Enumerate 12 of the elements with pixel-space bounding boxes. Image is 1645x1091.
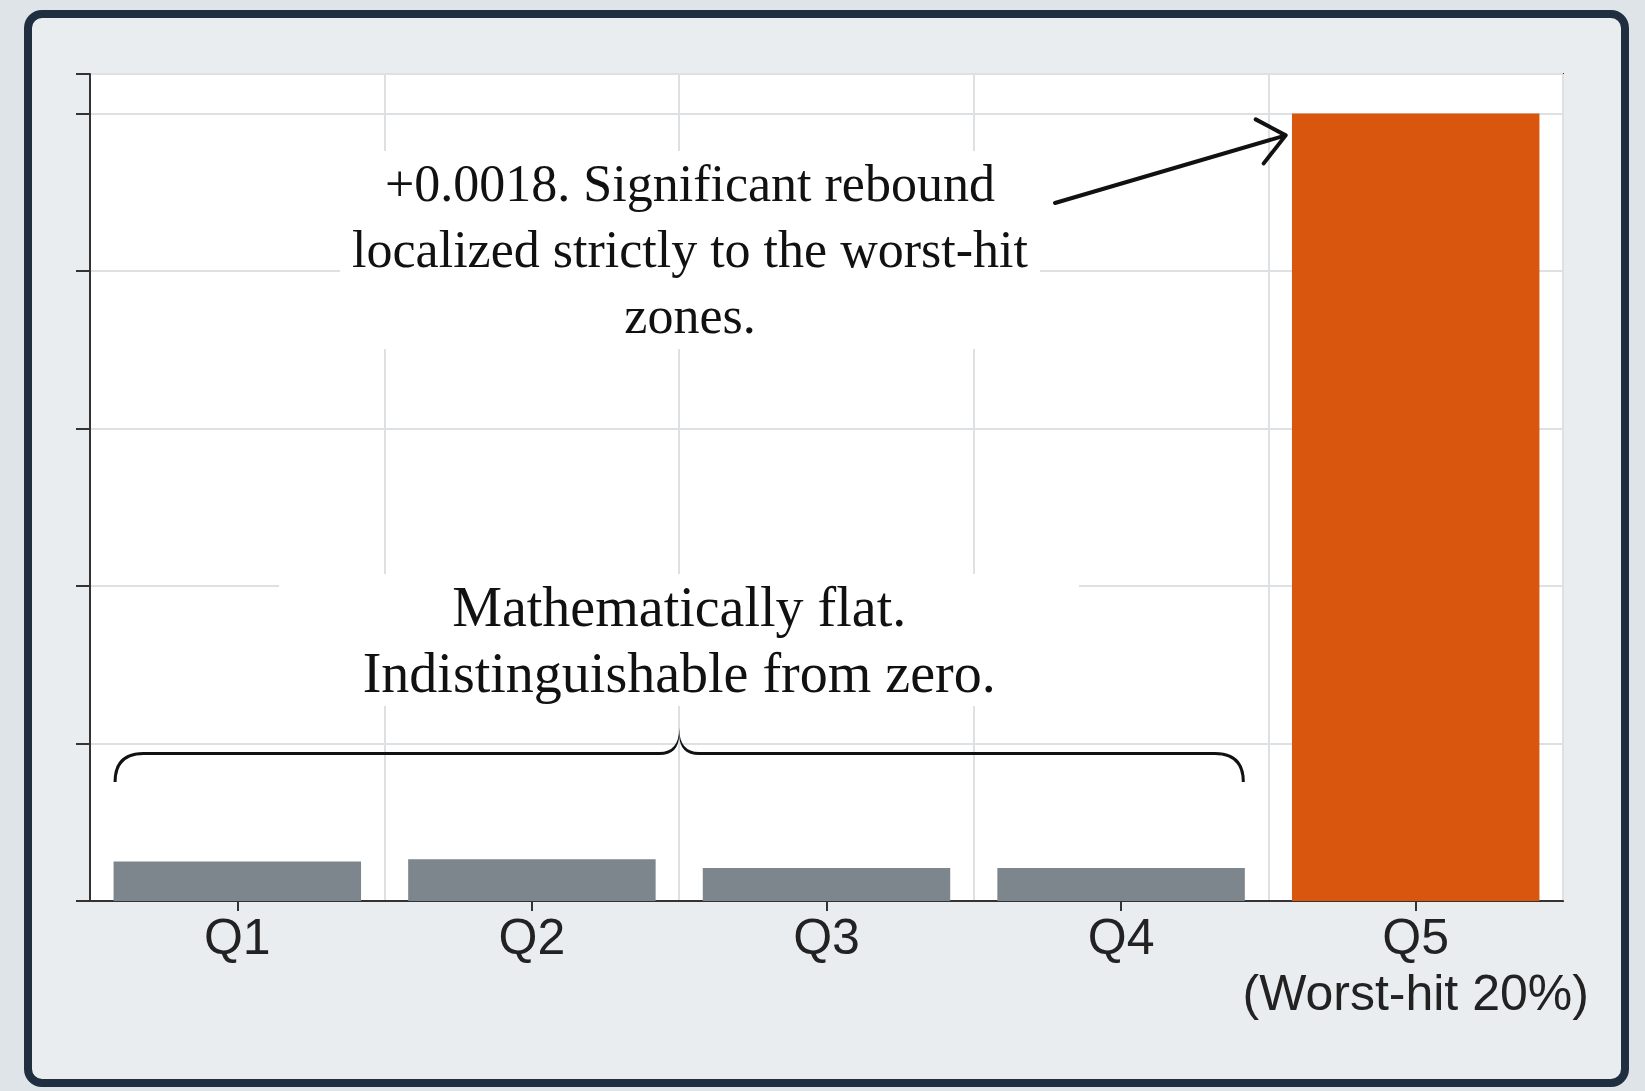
- x-tick-label: Q3: [793, 909, 860, 965]
- bar: [702, 867, 951, 901]
- x-tick-label: Q5 (Worst-hit 20%): [1242, 909, 1589, 1021]
- bar: [408, 859, 656, 901]
- x-tick-label: Q4: [1087, 909, 1155, 965]
- annotation: +0.0018. Significant rebound localized strictly to the worst-hit zones.: [340, 151, 1040, 349]
- bar: [113, 861, 362, 901]
- bar: [1291, 113, 1540, 901]
- annotation: Mathematically flat. Indistinguishable from zero.: [279, 574, 1080, 706]
- x-tick-label: Q2: [498, 909, 566, 965]
- bar: [997, 867, 1245, 901]
- x-tick-label: Q1: [203, 909, 271, 965]
